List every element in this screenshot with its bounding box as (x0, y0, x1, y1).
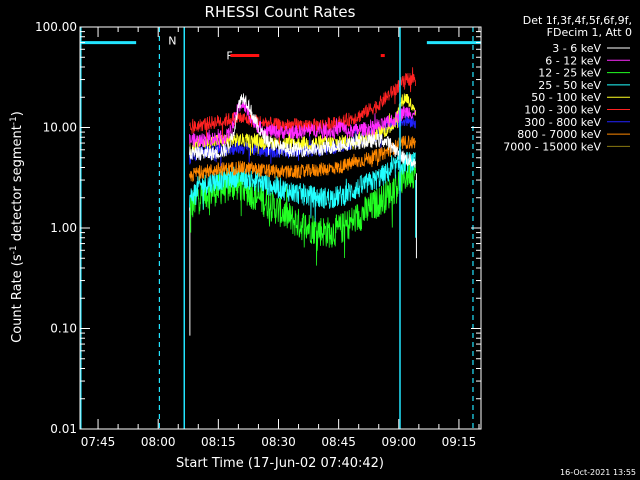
x-tick-label: 08:15 (201, 435, 236, 449)
y-axis-title-part-1: Count Rate (s (10, 254, 25, 343)
x-tick-label: 08:00 (141, 435, 176, 449)
legend: Det 1f,3f,4f,5f,6f,9f, FDecim 1, Att 0 3… (503, 14, 632, 153)
y-axis-title: Count Rate (s-1 detector segment-1) (9, 111, 25, 343)
plot-data-layer (189, 67, 417, 336)
series-line-800-7000-kev (189, 135, 417, 182)
y-tick-label: 0.01 (50, 422, 77, 436)
y-tick-label: 100.00 (35, 20, 77, 34)
series-line-3-6-kev (189, 93, 417, 168)
legend-entry-label: 3 - 6 keV (552, 42, 601, 55)
legend-entry-label: 7000 - 15000 keV (503, 140, 601, 153)
y-axis-title-part-3: ) (10, 111, 25, 116)
night-marker: N (168, 35, 176, 48)
series-line-25-50-kev (189, 151, 416, 222)
x-tick-label: 09:15 (442, 435, 477, 449)
legend-entry-label: 100 - 300 keV (524, 104, 601, 117)
y-axis-title-exp-2: -1 (9, 116, 19, 125)
tick-labels: 0.01 0.10 1.00 10.00 100.00 07:45 08:00 08:15 08… (35, 20, 476, 449)
x-tick-label: 08:30 (261, 435, 296, 449)
legend-entry-label: 800 - 7000 keV (517, 128, 601, 141)
x-axis-title: Start Time (17-Jun-02 07:40:42) (176, 456, 384, 471)
chart-title: RHESSI Count Rates (205, 3, 356, 21)
legend-entry-label: 50 - 100 keV (531, 91, 601, 104)
y-axis-title-exp-1: -1 (9, 245, 19, 254)
axes (79, 26, 482, 430)
y-tick-label: 0.10 (50, 322, 77, 336)
x-tick-label: 08:45 (321, 435, 356, 449)
flare-marker: F (226, 50, 232, 63)
legend-entry-label: 25 - 50 keV (538, 79, 601, 92)
y-axis-title-part-2: detector segment (10, 125, 25, 245)
legend-header-line-2: FDecim 1, Att 0 (547, 26, 632, 39)
x-tick-label: 07:45 (81, 435, 116, 449)
y-tick-label: 10.00 (43, 121, 77, 135)
timestamp: 16-Oct-2021 13:55 (560, 468, 636, 477)
x-tick-label: 09:00 (381, 435, 416, 449)
series-line-6-12-kev (189, 98, 417, 149)
legend-entry-label: 12 - 25 keV (538, 67, 601, 80)
legend-entry-label: 300 - 800 keV (524, 116, 601, 129)
legend-header-line-1: Det 1f,3f,4f,5f,6f,9f, (523, 14, 632, 27)
y-tick-label: 1.00 (50, 221, 77, 235)
legend-entry-label: 6 - 12 keV (545, 54, 601, 67)
